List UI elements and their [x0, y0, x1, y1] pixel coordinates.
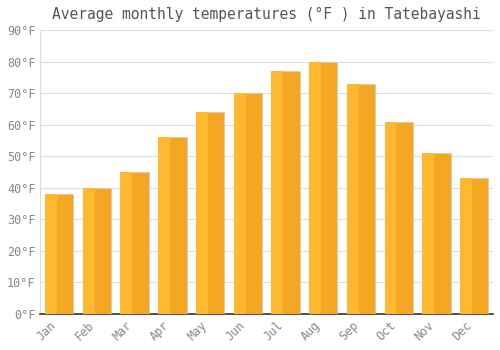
Bar	[83, 188, 111, 314]
Bar	[384, 121, 413, 314]
Bar	[309, 62, 338, 314]
Bar	[45, 194, 74, 314]
Bar	[422, 153, 434, 314]
Bar	[120, 172, 132, 314]
Bar	[83, 188, 94, 314]
Bar	[422, 153, 450, 314]
Bar	[120, 172, 149, 314]
Bar	[347, 84, 358, 314]
Bar	[347, 84, 375, 314]
Bar	[460, 178, 472, 314]
Bar	[272, 71, 283, 314]
Bar	[196, 112, 224, 314]
Title: Average monthly temperatures (°F ) in Tatebayashi: Average monthly temperatures (°F ) in Ta…	[52, 7, 481, 22]
Bar	[384, 121, 396, 314]
Bar	[309, 62, 321, 314]
Bar	[196, 112, 208, 314]
Bar	[45, 194, 57, 314]
Bar	[272, 71, 299, 314]
Bar	[234, 93, 245, 314]
Bar	[460, 178, 488, 314]
Bar	[158, 137, 186, 314]
Bar	[234, 93, 262, 314]
Bar	[158, 137, 170, 314]
